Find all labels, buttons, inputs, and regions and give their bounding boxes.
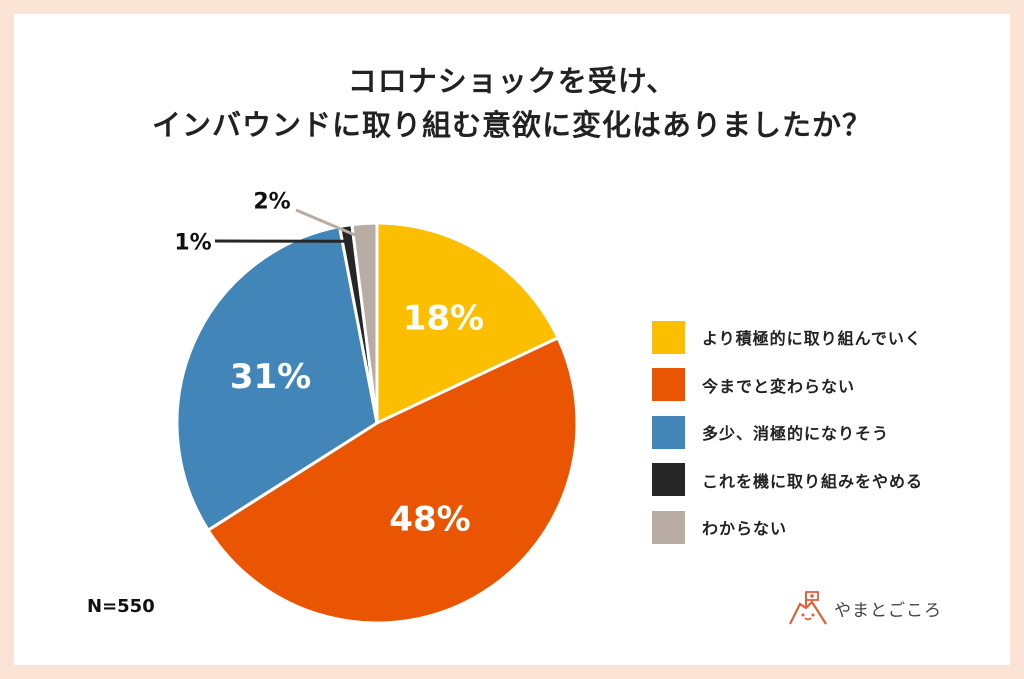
legend-label: 多少、消極的になりそう [702, 424, 890, 444]
logo: やまとごころ [788, 590, 942, 626]
pie-slice [350, 221, 379, 424]
legend: より積極的に取り組んでいく 今までと変わらない 多少、消極的になりそう これを機… [652, 314, 923, 552]
legend-swatch [652, 415, 685, 449]
legend-label: これを機に取り組みをやめる [702, 471, 924, 491]
legend-swatch [652, 320, 685, 354]
legend-item: これを機に取り組みをやめる [652, 457, 923, 503]
legend-label: より積極的に取り組んでいく [702, 329, 922, 348]
legend-item: わからない [652, 504, 923, 550]
chart-title-line-2: インバウンドに取り組む意欲に変化はありましたか？ [151, 108, 872, 142]
legend-swatch [652, 463, 685, 497]
legend-item: 多少、消極的になりそう [652, 409, 923, 455]
mountain-flag-logo-icon [789, 591, 827, 625]
sample-size-note: N=550 [87, 596, 155, 617]
legend-label: 今までと変わらない [702, 376, 856, 396]
legend-item: 今までと変わらない [652, 362, 923, 408]
data-label: 2% [253, 190, 290, 215]
data-label: 1% [174, 231, 211, 256]
legend-swatch [652, 368, 685, 402]
pie-slice [206, 335, 579, 625]
data-label: 48% [389, 499, 470, 539]
data-label: 18% [403, 298, 484, 338]
leader-line [295, 208, 367, 241]
legend-swatch [652, 510, 685, 544]
legend-item: より積極的に取り組んでいく [652, 314, 923, 360]
data-label: 31% [230, 357, 311, 397]
legend-label: わからない [702, 519, 788, 539]
chart-title-line-1: コロナショックを受け、 [347, 64, 677, 98]
logo-text: やまとごころ [834, 600, 942, 621]
pie-slice [375, 221, 560, 426]
